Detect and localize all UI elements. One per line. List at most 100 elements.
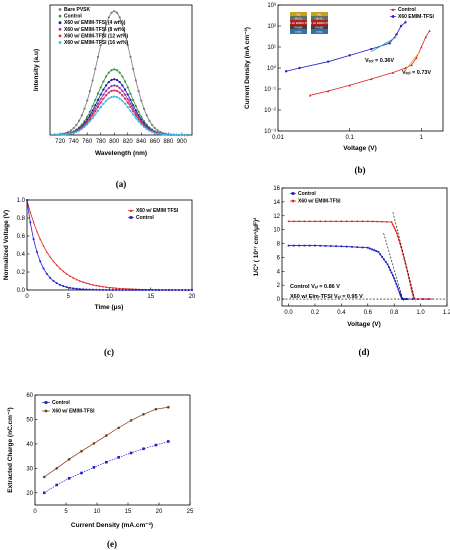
chart-d-series-0-point	[401, 298, 404, 300]
chart-a-series-3-point	[134, 112, 137, 115]
chart-c-series-1-point	[45, 272, 48, 275]
chart-b-xlabel: Voltage (V)	[343, 145, 376, 152]
chart-a-series-1-point	[134, 104, 137, 108]
chart-d-ytick-label-3: 6	[277, 255, 281, 261]
chart-a-xtick-label-6: 840	[136, 139, 147, 145]
chart-b-ytick-label-3: 10⁰	[267, 65, 277, 72]
chart-e-series-1-point	[142, 413, 145, 416]
chart-a-series-5-point	[153, 131, 156, 134]
chart-e-series-1-point	[117, 426, 120, 430]
chart-c-xtick-label-4: 20	[189, 294, 196, 300]
chart-d-ytick-label-6: 12	[273, 214, 280, 220]
chart-c-series-1-point	[191, 289, 193, 291]
chart-c-series-1-point	[187, 289, 190, 291]
chart-a-xlabel: Wavelength (nm)	[95, 150, 147, 157]
chart-a-series-3-point	[107, 86, 110, 90]
chart-a-series-3-point	[132, 107, 135, 110]
legend-marker-4	[58, 34, 62, 38]
chart-d-series-0-point	[400, 295, 402, 298]
chart-a-series-3-point	[102, 93, 105, 96]
chart-a-series-1-point	[105, 75, 108, 78]
chart-c-series-1-point	[78, 288, 81, 290]
chart-e-xtick-label-1: 5	[64, 509, 68, 515]
chart-c-series-1-point	[108, 289, 111, 291]
chart-d-xtick-label-0: 0.0	[284, 310, 293, 316]
chart-d-series-0-point	[329, 245, 332, 247]
chart-a-series-2-point	[107, 80, 110, 84]
device-structure-inset: Au MoO₃ X60 w/ EMIM-TFSI PVSK FTO Au MoO…	[286, 12, 332, 34]
chart-c-series-1-point	[118, 289, 121, 291]
chart-a-series-1-point	[118, 71, 121, 74]
chart-d-series-1-point	[351, 220, 353, 223]
chart-a-series-0-point	[142, 107, 146, 110]
chart-a-series-5-point	[86, 123, 89, 126]
chart-e-series-1-point	[55, 467, 58, 470]
chart-d-series-1-point	[308, 220, 311, 223]
chart-a: 720 740 760 780 800 820 840 860 880 900 Bare PVSK…	[33, 4, 193, 189]
chart-e-series-0-point	[67, 477, 71, 480]
chart-d-series-1-point	[391, 223, 394, 226]
chart-a-series-4-point	[107, 91, 110, 94]
chart-d-series-1-point	[366, 220, 369, 223]
chart-c-ylabel: Normalized Voltage (V)	[3, 210, 10, 280]
chart-a-series-2-point	[110, 78, 113, 82]
legend-label-1: X60 EMIM-TFSI	[398, 14, 434, 20]
chart-c: 0 5 10 15 20 0.0 0.2 0.4 0.6 0.8 1.0 X60 w/ EMIM T…	[3, 198, 196, 357]
chart-a-xtick-label-5: 820	[123, 139, 134, 145]
chart-a-series-4-point	[102, 97, 105, 100]
chart-c-series-0-point	[102, 285, 104, 288]
chart-d-series-0-point	[356, 246, 359, 249]
chart-c-xtick-label-1: 5	[67, 294, 71, 300]
chart-c-series-1-point	[69, 286, 71, 289]
chart-b-series-0-point	[370, 77, 373, 81]
chart-e-series-0-point	[92, 466, 96, 469]
chart-d-series-1-point	[292, 220, 295, 223]
chart-a-series-5-point	[172, 133, 175, 137]
chart-d-series-0-point	[366, 246, 369, 249]
chart-d-series-1-point	[390, 221, 393, 223]
chart-c-series-0-point	[108, 286, 111, 289]
legend-label-3: X60 w/ EMIM-TFSI (8 wt%)	[64, 27, 126, 33]
chart-c-series-0-point	[95, 284, 98, 287]
chart-c-series-0-point	[39, 238, 42, 241]
chart-d-legend: Control X60 w/ EMIM-TFSI	[290, 191, 341, 205]
chart-e: 0 5 10 15 20 25 20 30 40 50 60 Control X60 w/ EMIM-…	[7, 393, 194, 549]
chart-a-series-5-point	[123, 102, 127, 105]
chart-a-series-1-point	[115, 69, 119, 72]
chart-a-ylabel: Intensity (a.u)	[33, 49, 40, 91]
chart-a-series-5-point	[145, 127, 148, 131]
chart-c-series-0-point	[65, 272, 68, 275]
chart-a-series-4-point	[105, 94, 108, 97]
legend-label-0: Control	[52, 400, 70, 406]
chart-c-series-1-point	[55, 282, 58, 285]
legend-label-4: X60 w/ EMIM-TFSI (12 wt%)	[64, 33, 129, 39]
chart-d-series-1-point	[381, 220, 383, 223]
chart-d-series-0-point	[396, 285, 399, 288]
chart-d-frame	[281, 187, 448, 307]
chart-a-series-4-point	[115, 89, 119, 93]
chart-a-series-5-point	[99, 106, 102, 109]
chart-a-series-0-point	[96, 55, 100, 59]
chart-e-ytick-label-0: 20	[26, 491, 33, 497]
chart-a-series-5-point	[121, 99, 124, 102]
chart-e-xtick-label-0: 0	[33, 509, 37, 515]
legend-label-0: Bare PVSK	[64, 7, 91, 13]
chart-a-series-0-point	[113, 10, 116, 13]
chart-c-ytick-label-1: 0.2	[17, 270, 26, 276]
chart-a-series-2-point	[102, 88, 105, 91]
chart-c-series-1-point	[75, 287, 78, 290]
chart-a-xtick-label-4: 800	[109, 139, 120, 145]
chart-d-series-1-point	[424, 298, 427, 300]
chart-a-series-5-point	[72, 131, 75, 134]
chart-e-xtick-label-2: 10	[94, 509, 101, 515]
legend-marker-1	[129, 216, 133, 219]
chart-e-frame	[34, 394, 191, 506]
chart-c-series-1-point	[52, 279, 55, 282]
chart-d-ytick-label-7: 14	[273, 200, 280, 206]
chart-d-series-0-point	[399, 293, 402, 296]
chart-c-series-1-point	[92, 288, 94, 291]
chart-e-series-0-point	[105, 460, 108, 464]
chart-e-legend: Control X60 w/ EMIM-TFSI	[42, 400, 95, 415]
chart-d-ylabel: 1/C² ( 10¹⁷ cm⁴/μF)²	[253, 217, 260, 276]
